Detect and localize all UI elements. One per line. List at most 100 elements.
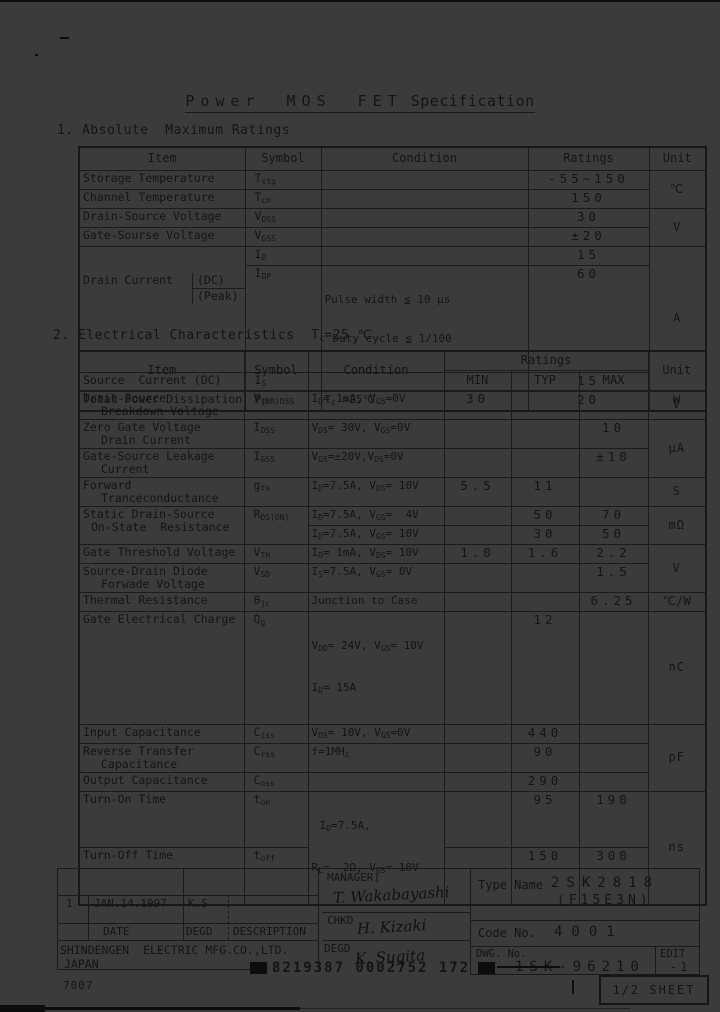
cell-item: Reverse Transfer Capacitance: [78, 742, 245, 773]
cell-condition: [320, 207, 529, 228]
cell-item: Thermal Resistance: [78, 591, 245, 612]
cell-item-dc: (DC): [197, 272, 225, 287]
cell-typ: 440: [510, 723, 580, 744]
cell-typ: 1.6: [510, 543, 580, 564]
table-row: Turn-On Time ton ID=7.5A, RL= 2Ω, VGS= 1…: [78, 790, 707, 905]
cell-condition: [307, 771, 445, 792]
table-row: Drain-Source Voltage VDSS 30 V: [78, 207, 707, 247]
item-line: Zero Gate Voltage: [83, 419, 201, 434]
col-header-typ: TYP: [510, 369, 580, 391]
cell-min: 5.5: [443, 476, 512, 507]
date-column-label: DATE: [103, 925, 130, 938]
title-main: Power MOS FET: [185, 92, 403, 110]
cell-typ: 50: [510, 505, 580, 526]
cell-condition: [320, 169, 529, 190]
cell-symbol: Coss: [243, 771, 309, 792]
cell-condition: VDD= 24V, VGS= 10V ID= 15A: [307, 610, 445, 725]
titleblock-line: [470, 974, 700, 975]
cell-unit: V: [648, 207, 707, 247]
scan-speck: [35, 54, 38, 56]
cell-min: 1.0: [443, 543, 512, 564]
ocr-code: 8219387 0002752 172: [272, 960, 471, 976]
corner-note: 7007: [63, 979, 94, 992]
titleblock-line: [322, 912, 470, 913]
cell-max: [578, 610, 649, 725]
cell-typ: [510, 389, 580, 420]
cell-item: Storage Temperature: [78, 169, 246, 190]
scan-speck: [60, 37, 69, 39]
table-row: Zero Gate Voltage Drain Current IDSS VDS=…: [78, 418, 707, 478]
cell-symbol: IGSS: [243, 447, 309, 478]
cell-symbol: Qg: [243, 610, 309, 725]
degd-column-label: DEGD: [186, 925, 213, 938]
cell-item: Input Capacitance: [78, 723, 245, 744]
col-header-item: Item: [78, 146, 246, 171]
cell-item: Gate Threshold Voltage: [78, 543, 245, 564]
cell-unit: nC: [647, 610, 707, 725]
cell-max: 70: [578, 505, 649, 526]
table-row: Channel Temperature Tch 150: [78, 188, 706, 209]
dwg-no-value: 1SK-96210: [515, 959, 645, 975]
title-subtitle: Specification: [410, 92, 535, 110]
condition-line: VDD= 24V, VGS= 10V: [311, 638, 424, 653]
title-block: 1 JAN.14.1997 K.S DATE DEGD DESCRIPTION …: [57, 868, 700, 975]
cell-min: [443, 418, 512, 449]
cell-item: Gate Electrical Charge: [78, 610, 245, 725]
cell-symbol: Crss: [243, 742, 309, 773]
table-row: Gate-Source Leakage Current IGSS VGS=±20V…: [78, 447, 706, 478]
cell-typ: 12: [510, 610, 580, 725]
item-line: Gate-Source Leakage: [83, 448, 215, 463]
cell-max: 2.2: [578, 543, 649, 564]
col-header-symbol: Symbol: [244, 146, 322, 171]
cell-condition: VGS=±20V,VDS=0V: [307, 447, 445, 478]
cell-condition: ID=7.5A, VGS= 10V: [307, 524, 445, 545]
revision-by: K.S: [188, 897, 208, 910]
item-line: Drain Current: [101, 432, 192, 447]
titleblock-line: [470, 868, 471, 975]
titleblock-line: [88, 895, 89, 940]
col-header-ratings: Ratings: [527, 146, 650, 171]
cell-max: [578, 389, 649, 420]
item-line: Reverse Transfer: [83, 743, 194, 758]
titleblock-line: [228, 895, 229, 940]
dwg-no-label: DWG. No.: [476, 948, 527, 960]
condition-line: Pulse width ≦ 10 μs: [324, 292, 451, 306]
table-row: Gate-Sourse Voltage VGSS ±20: [78, 226, 706, 247]
table-row: Source-Drain Diode Forwade Voltage VSD IS…: [78, 562, 706, 593]
cell-rating: -55~150: [527, 169, 650, 190]
scan-edge-top: [0, 0, 720, 2]
table-row: Drain Current (DC) (Peak) ID 15 A: [78, 245, 707, 392]
item-line: Breakdown Voltage: [101, 403, 219, 418]
cell-max: 300: [578, 846, 649, 905]
col-header-symbol: Symbol: [243, 350, 309, 391]
cell-item-peak: (Peak): [193, 287, 244, 304]
cell-unit: mΩ: [647, 505, 707, 545]
cell-condition: IS=7.5A, VGS= 0V: [307, 562, 445, 593]
col-header-ratings: Ratings: [443, 350, 649, 371]
cell-typ: [510, 447, 580, 478]
col-header-condition: Condition: [307, 350, 445, 391]
titleblock-line: [470, 920, 700, 921]
cell-symbol: ton: [243, 790, 309, 848]
section1-heading: 1. Absolute Maximum Ratings: [57, 123, 291, 138]
item-line: Static Drain-Source: [83, 506, 215, 521]
cell-symbol: VSD: [243, 562, 309, 593]
type-name-value2: (F15E3N): [557, 893, 652, 908]
cell-unit: ℃: [648, 169, 707, 209]
cell-condition: VDS= 10V, VGS=0V: [307, 723, 445, 744]
cell-condition: ID= 1mA, VDS= 10V: [307, 543, 445, 564]
scan-edge-bottom: [0, 1007, 300, 1010]
titleblock-line: [655, 946, 656, 975]
titleblock-line: [183, 868, 184, 940]
cell-condition: VDS= 30V, VGS=0V: [307, 418, 445, 449]
cell-min: [443, 723, 512, 744]
condition-line: ID=7.5A,: [319, 818, 371, 833]
cell-max: 1.5: [578, 562, 649, 593]
cell-typ: 11: [510, 476, 580, 507]
item-line: Current: [101, 461, 150, 476]
titleblock-line: [57, 969, 250, 970]
cell-min: [443, 505, 512, 526]
cell-symbol: θjc: [243, 591, 309, 612]
titleblock-line: [57, 895, 318, 896]
cell-rating: 15: [527, 245, 650, 266]
